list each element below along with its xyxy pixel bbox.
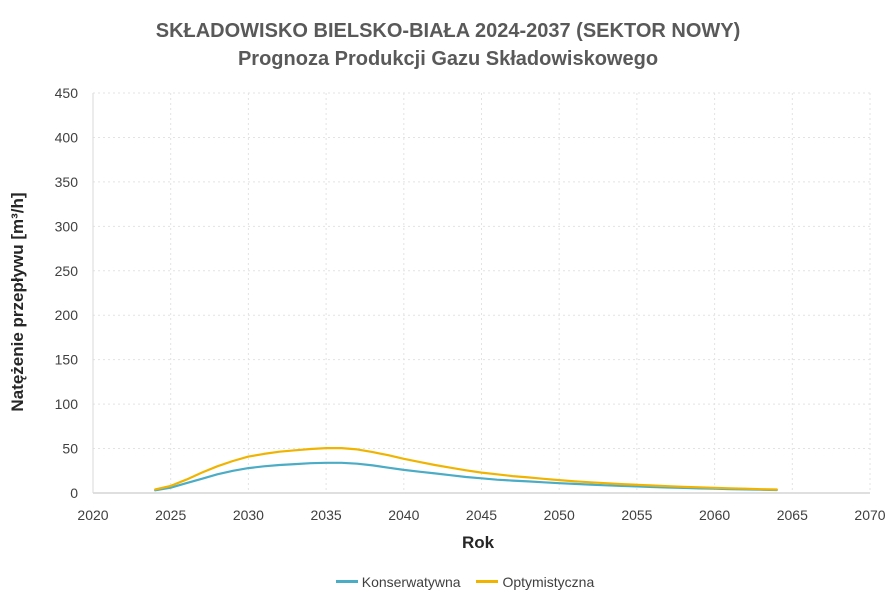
- x-tick-label-2035: 2035: [311, 507, 342, 523]
- y-tick-label-0: 0: [70, 485, 78, 501]
- legend-label-optymistyczna: Optymistyczna: [502, 573, 595, 590]
- series-line-konserwatywna: [154, 461, 778, 492]
- x-tick-label-2020: 2020: [77, 507, 108, 523]
- y-tick-label-150: 150: [55, 352, 79, 368]
- y-tick-label-350: 350: [55, 174, 79, 190]
- x-axis-label: Rok: [461, 533, 495, 552]
- y-tick-label-400: 400: [55, 129, 79, 145]
- chart-subtitle: Prognoza Produkcji Gazu Składowiskowego: [237, 48, 659, 70]
- legend-swatch-konserwatywna: [335, 580, 358, 583]
- legend-swatch-optymistyczna: [476, 580, 499, 583]
- x-tick-label-2040: 2040: [388, 507, 419, 523]
- x-tick-label-2045: 2045: [466, 507, 497, 523]
- x-tick-label-2060: 2060: [699, 507, 730, 523]
- x-tick-label-2070: 2070: [854, 507, 885, 523]
- series-line-optymistyczna: [154, 447, 778, 491]
- legend-label-konserwatywna: Konserwatywna: [361, 573, 461, 590]
- y-tick-label-250: 250: [55, 263, 79, 279]
- legend: Konserwatywna Optymistyczna: [0, 570, 896, 590]
- x-tick-label-2050: 2050: [544, 507, 575, 523]
- x-tick-label-2030: 2030: [233, 507, 264, 523]
- x-tick-label-2055: 2055: [621, 507, 652, 523]
- chart-title: SKŁADOWISKO BIELSKO-BIAŁA 2024-2037 (SEK…: [155, 20, 741, 42]
- y-tick-label-300: 300: [55, 218, 79, 234]
- legend-item-optymistyczna: Optymistyczna: [476, 574, 594, 590]
- y-tick-label-450: 450: [55, 85, 79, 101]
- y-tick-label-50: 50: [62, 441, 78, 457]
- legend-item-konserwatywna: Konserwatywna: [335, 573, 461, 590]
- x-tick-label-2065: 2065: [777, 507, 808, 523]
- y-tick-label-100: 100: [55, 396, 79, 412]
- y-tick-label-200: 200: [55, 307, 79, 323]
- x-tick-label-2025: 2025: [155, 507, 186, 523]
